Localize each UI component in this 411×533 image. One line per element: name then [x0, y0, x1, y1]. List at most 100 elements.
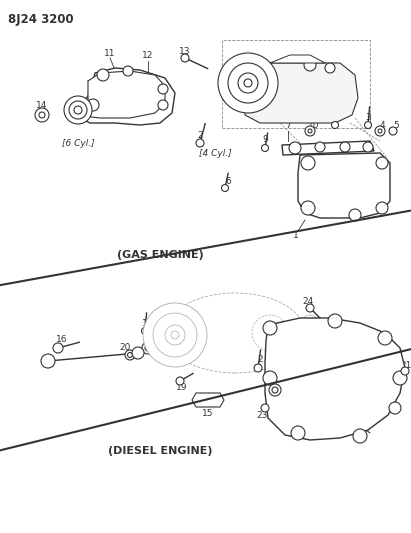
Circle shape	[302, 315, 318, 331]
Circle shape	[252, 315, 288, 351]
Text: [4 Cyl.]: [4 Cyl.]	[199, 149, 231, 157]
Text: 5: 5	[393, 120, 399, 130]
Circle shape	[244, 79, 252, 87]
Circle shape	[363, 142, 373, 152]
Circle shape	[328, 314, 342, 328]
Circle shape	[389, 402, 401, 414]
Text: 21: 21	[400, 360, 411, 369]
Circle shape	[196, 139, 204, 147]
Circle shape	[389, 127, 397, 135]
Circle shape	[238, 73, 258, 93]
Text: 15: 15	[202, 408, 214, 417]
Text: (DIESEL ENGINE): (DIESEL ENGINE)	[108, 446, 212, 456]
Text: 24: 24	[302, 296, 314, 305]
Circle shape	[39, 112, 45, 118]
Circle shape	[263, 321, 277, 335]
Polygon shape	[75, 71, 165, 118]
Text: 22: 22	[266, 393, 277, 402]
Circle shape	[64, 96, 92, 124]
Circle shape	[291, 426, 305, 440]
Circle shape	[324, 349, 336, 361]
Circle shape	[289, 142, 301, 154]
Polygon shape	[192, 393, 224, 407]
Circle shape	[53, 343, 63, 353]
Circle shape	[218, 53, 278, 113]
Text: 20: 20	[119, 343, 131, 352]
Text: 9: 9	[262, 135, 268, 144]
Text: (GAS ENGINE): (GAS ENGINE)	[117, 250, 203, 260]
Polygon shape	[245, 63, 358, 123]
Circle shape	[378, 129, 382, 133]
Circle shape	[308, 129, 312, 133]
Text: 10: 10	[308, 120, 320, 130]
Circle shape	[332, 122, 339, 128]
Text: 4: 4	[379, 120, 385, 130]
Circle shape	[254, 364, 262, 372]
Circle shape	[153, 313, 197, 357]
Circle shape	[176, 377, 184, 385]
Text: 2: 2	[257, 356, 263, 365]
Circle shape	[132, 347, 144, 359]
Circle shape	[306, 304, 314, 312]
Circle shape	[305, 126, 315, 136]
Circle shape	[145, 345, 151, 351]
Circle shape	[127, 352, 132, 358]
Circle shape	[325, 63, 335, 73]
Circle shape	[393, 371, 407, 385]
Circle shape	[142, 342, 154, 354]
Circle shape	[301, 156, 315, 170]
Circle shape	[158, 100, 168, 110]
Text: 1: 1	[293, 231, 299, 240]
Polygon shape	[88, 73, 172, 111]
Circle shape	[349, 209, 361, 221]
Text: 8J24 3200: 8J24 3200	[8, 13, 74, 26]
Circle shape	[35, 108, 49, 122]
Polygon shape	[75, 68, 175, 125]
Text: 14: 14	[329, 343, 341, 352]
Circle shape	[158, 84, 168, 94]
Circle shape	[263, 371, 277, 385]
Polygon shape	[270, 55, 325, 63]
Circle shape	[301, 201, 315, 215]
Circle shape	[269, 384, 281, 396]
Text: 12: 12	[142, 52, 154, 61]
Bar	[222, 40, 370, 128]
Circle shape	[222, 184, 229, 191]
Polygon shape	[298, 153, 390, 218]
Circle shape	[375, 126, 385, 136]
Circle shape	[74, 106, 82, 114]
Circle shape	[123, 66, 133, 76]
Text: 2: 2	[197, 132, 203, 141]
Circle shape	[141, 327, 148, 335]
Text: 8: 8	[332, 115, 338, 124]
Circle shape	[304, 59, 316, 71]
Circle shape	[261, 404, 269, 412]
Text: 14: 14	[142, 319, 154, 327]
Circle shape	[315, 142, 325, 152]
Circle shape	[69, 101, 87, 119]
Polygon shape	[282, 141, 374, 155]
Circle shape	[378, 331, 392, 345]
Circle shape	[353, 429, 367, 443]
Circle shape	[125, 350, 135, 360]
Text: 7: 7	[285, 122, 291, 131]
Circle shape	[272, 387, 278, 393]
Circle shape	[165, 325, 185, 345]
Text: 18: 18	[146, 335, 158, 344]
Text: 6: 6	[225, 176, 231, 185]
Circle shape	[143, 303, 207, 367]
Text: 16: 16	[56, 335, 68, 343]
Text: 3: 3	[365, 114, 371, 123]
Ellipse shape	[165, 293, 305, 373]
Circle shape	[181, 54, 189, 62]
Polygon shape	[265, 318, 405, 440]
Text: 17: 17	[354, 424, 366, 432]
Circle shape	[376, 157, 388, 169]
Circle shape	[365, 122, 372, 128]
Text: 23: 23	[256, 410, 268, 419]
Circle shape	[41, 354, 55, 368]
Text: 11: 11	[104, 49, 116, 58]
Circle shape	[340, 142, 350, 152]
Text: 13: 13	[179, 46, 191, 55]
Circle shape	[327, 352, 333, 358]
